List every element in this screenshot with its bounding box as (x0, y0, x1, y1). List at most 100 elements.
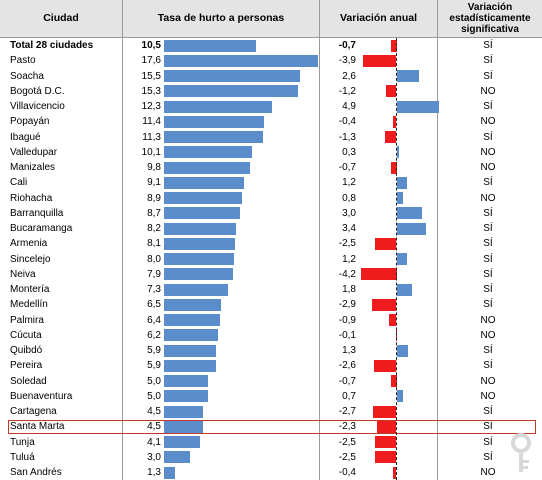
rate-bar (164, 375, 208, 388)
variation-bar (393, 466, 397, 479)
table-row: Palmira 6,4 -0,9 NO (0, 313, 542, 328)
table-row: Pereira 5,9 -2,6 SÍ (0, 358, 542, 373)
table-row: Santa Marta 4,5 -2,3 SÍ (0, 419, 542, 434)
table-row: Popayán 11,4 -0,4 NO (0, 114, 542, 129)
variation-bar (396, 390, 403, 403)
variation-bar (390, 375, 397, 388)
variation-value: -2,7 (338, 406, 356, 417)
rate-value: 8,2 (147, 223, 161, 234)
table-row: Tuluá 3,0 -2,5 SÍ (0, 450, 542, 465)
rate-value: 10,5 (141, 40, 161, 51)
table-row: Bogotá D.C. 15,3 -1,2 NO (0, 84, 542, 99)
rate-bar (164, 100, 272, 113)
variation-bar (390, 39, 397, 52)
variation-value: 3,0 (342, 207, 356, 219)
rate-bar (164, 253, 234, 266)
variation-bar (396, 176, 407, 189)
column-divider (319, 0, 320, 480)
variation-value: -0,9 (338, 314, 356, 326)
city-name: Pereira (10, 360, 43, 372)
table-row: Cali 9,1 1,2 SÍ (0, 175, 542, 190)
variation-value: -2,6 (338, 360, 356, 372)
significance-value: NO (480, 314, 496, 326)
variation-bar (396, 100, 439, 113)
city-name: Sincelejo (10, 253, 51, 265)
table-row: Ibagué 11,3 -1,3 SÍ (0, 130, 542, 145)
rate-value: 5,0 (147, 390, 161, 402)
city-name: Villavicencio (10, 101, 65, 112)
rate-value: 4,5 (147, 421, 161, 433)
table-row: Pasto 17,6 -3,9 SÍ (0, 53, 542, 68)
table-row: Barranquilla 8,7 3,0 SÍ (0, 206, 542, 221)
table-row: Riohacha 8,9 0,8 NO (0, 191, 542, 206)
key-watermark-icon (511, 433, 531, 472)
header-divider (0, 37, 542, 38)
city-name: Bogotá D.C. (10, 85, 65, 97)
rate-bar (164, 283, 228, 296)
variation-value: -0,7 (338, 375, 356, 387)
rate-bar (164, 54, 318, 67)
variation-value: 1,2 (342, 253, 356, 265)
significance-value: SÍ (483, 406, 493, 417)
city-name: Bucaramanga (10, 223, 73, 234)
significance-value: SÍ (483, 70, 493, 82)
variation-value: 1,3 (342, 345, 356, 356)
rate-bar (164, 146, 253, 159)
rate-value: 9,8 (147, 162, 161, 173)
significance-value: SÍ (483, 421, 493, 433)
column-divider (122, 0, 123, 480)
variation-value: 0,3 (342, 146, 356, 158)
rate-value: 5,9 (147, 360, 161, 372)
city-name: Popayán (10, 116, 50, 128)
rate-value: 10,1 (141, 146, 161, 158)
zero-axis-line (396, 38, 397, 480)
city-name: Quibdó (10, 345, 43, 356)
variation-value: -2,9 (338, 299, 356, 311)
city-name: Soledad (10, 375, 47, 387)
variation-value: -0,4 (338, 467, 356, 478)
rate-value: 8,0 (147, 253, 161, 265)
significance-value: SÍ (483, 223, 493, 234)
variation-value: 0,8 (342, 192, 356, 204)
significance-value: SÍ (483, 451, 493, 463)
variation-value: -2,5 (338, 436, 356, 448)
city-name: San Andrés (10, 467, 62, 478)
table-row: Cartagena 4,5 -2,7 SÍ (0, 404, 542, 419)
rate-value: 11,3 (142, 131, 161, 143)
city-name: Cúcuta (10, 329, 42, 341)
rate-bar (164, 237, 235, 250)
variation-bar (375, 451, 397, 464)
significance-value: NO (480, 162, 496, 173)
variation-value: 3,4 (342, 223, 356, 234)
variation-value: 4,9 (342, 101, 356, 112)
significance-value: SÍ (483, 360, 493, 372)
significance-value: SÍ (483, 207, 493, 219)
city-name: Palmira (10, 314, 44, 326)
city-name: Soacha (10, 70, 44, 82)
table-row: Neiva 7,9 -4,2 SÍ (0, 267, 542, 282)
rate-bar (164, 405, 204, 418)
variation-value: -3,9 (338, 55, 356, 67)
significance-value: SÍ (483, 238, 493, 250)
rate-bar (164, 131, 263, 144)
city-name: Cartagena (10, 406, 57, 417)
significance-value: SÍ (483, 177, 493, 189)
variation-bar (396, 283, 412, 296)
city-name: Manizales (10, 162, 56, 173)
variation-value: -2,3 (338, 421, 356, 433)
table-row: Bucaramanga 8,2 3,4 SÍ (0, 221, 542, 236)
city-name: Riohacha (10, 192, 53, 204)
rate-value: 5,9 (147, 345, 161, 356)
rate-value: 8,9 (147, 192, 161, 204)
rate-bar (164, 420, 204, 433)
city-name: Cali (10, 177, 28, 189)
significance-value: NO (480, 116, 496, 128)
variation-value: -2,5 (338, 451, 356, 463)
variation-bar (373, 405, 397, 418)
significance-value: NO (480, 192, 496, 204)
table-row: Soacha 15,5 2,6 SÍ (0, 69, 542, 84)
variation-value: -1,2 (338, 85, 356, 97)
header-rate: Tasa de hurto a personas (123, 0, 319, 37)
variation-value: -0,4 (338, 116, 356, 128)
city-name: Neiva (10, 268, 36, 280)
